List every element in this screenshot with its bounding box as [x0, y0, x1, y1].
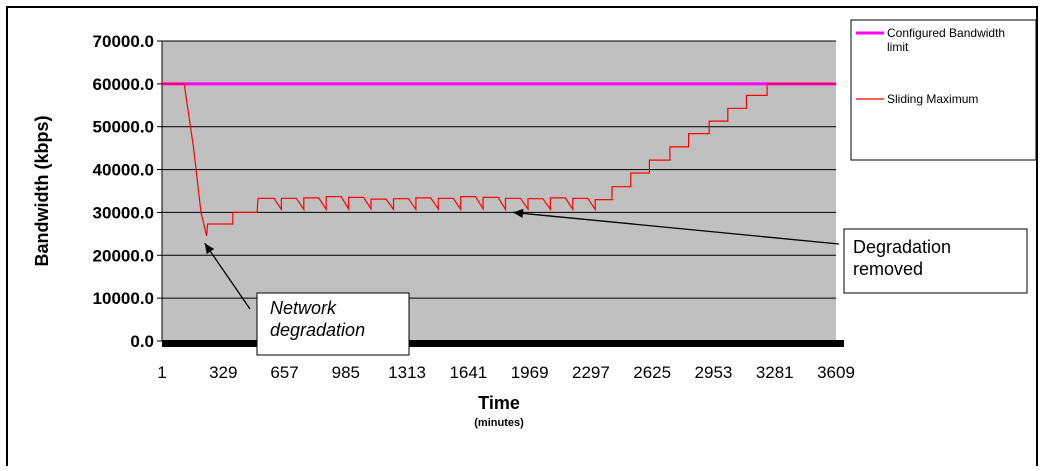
- x-tick-label: 3281: [756, 363, 794, 382]
- x-tick-label: 2625: [633, 363, 671, 382]
- x-axis-line: [162, 340, 844, 347]
- axes: 0.0 10000.0 20000.0 30000.0 40000.0 50000.0 60…: [32, 32, 855, 429]
- x-tick-label: 3609: [817, 363, 855, 382]
- x-tick-label: 1: [157, 363, 166, 382]
- annotation-box: [256, 292, 410, 356]
- annotation-box: [843, 228, 1028, 294]
- legend-box: [850, 19, 1037, 161]
- y-tick-label: 60000.0: [93, 75, 154, 94]
- y-tick-label: 70000.0: [93, 32, 154, 51]
- legend-label: Sliding Maximum: [887, 92, 978, 106]
- y-axis-title: Bandwidth (kbps): [32, 116, 52, 267]
- y-tick-label: 20000.0: [93, 246, 154, 265]
- y-tick-label: 50000.0: [93, 118, 154, 137]
- y-tick-label: 10000.0: [93, 289, 154, 308]
- bandwidth-chart: 0.0 10000.0 20000.0 30000.0 40000.0 50000.0 60…: [32, 19, 1037, 429]
- annotation-arrowhead: [204, 243, 215, 255]
- annotation-arrow: [204, 242, 251, 310]
- series-lines: [162, 82, 836, 237]
- x-axis-title: Time: [478, 393, 520, 413]
- chart-frame: 0.0 10000.0 20000.0 30000.0 40000.0 50000.0 60…: [6, 6, 1038, 466]
- x-tick-label: 985: [332, 363, 360, 382]
- x-tick-label: 1313: [388, 363, 426, 382]
- plot-background: [162, 41, 836, 341]
- legend-label: Configured Bandwidth limit: [887, 26, 1005, 54]
- x-axis-subtitle: (minutes): [474, 417, 524, 429]
- y-tick-label: 0.0: [130, 332, 154, 351]
- legend: Configured Bandwidth limit Sliding Maximum: [850, 19, 1037, 161]
- annotation-text: Degradation removed: [853, 237, 951, 279]
- x-tick-label: 657: [270, 363, 298, 382]
- x-tick-label: 2953: [695, 363, 733, 382]
- annotation-arrow: [512, 211, 840, 245]
- annotations: Network degradation Degradation removed: [204, 208, 1028, 356]
- y-tick-label: 30000.0: [93, 203, 154, 222]
- y-tick-label: 40000.0: [93, 161, 154, 180]
- x-tick-label: 2297: [572, 363, 610, 382]
- series-line-sliding-maximum: [162, 83, 836, 237]
- x-tick-label: 1969: [511, 363, 549, 382]
- annotation-text: Network degradation: [270, 298, 365, 340]
- annotation-arrowhead: [513, 208, 524, 218]
- x-tick-label: 1641: [449, 363, 487, 382]
- plot-area: [162, 40, 836, 341]
- x-tick-label: 329: [209, 363, 237, 382]
